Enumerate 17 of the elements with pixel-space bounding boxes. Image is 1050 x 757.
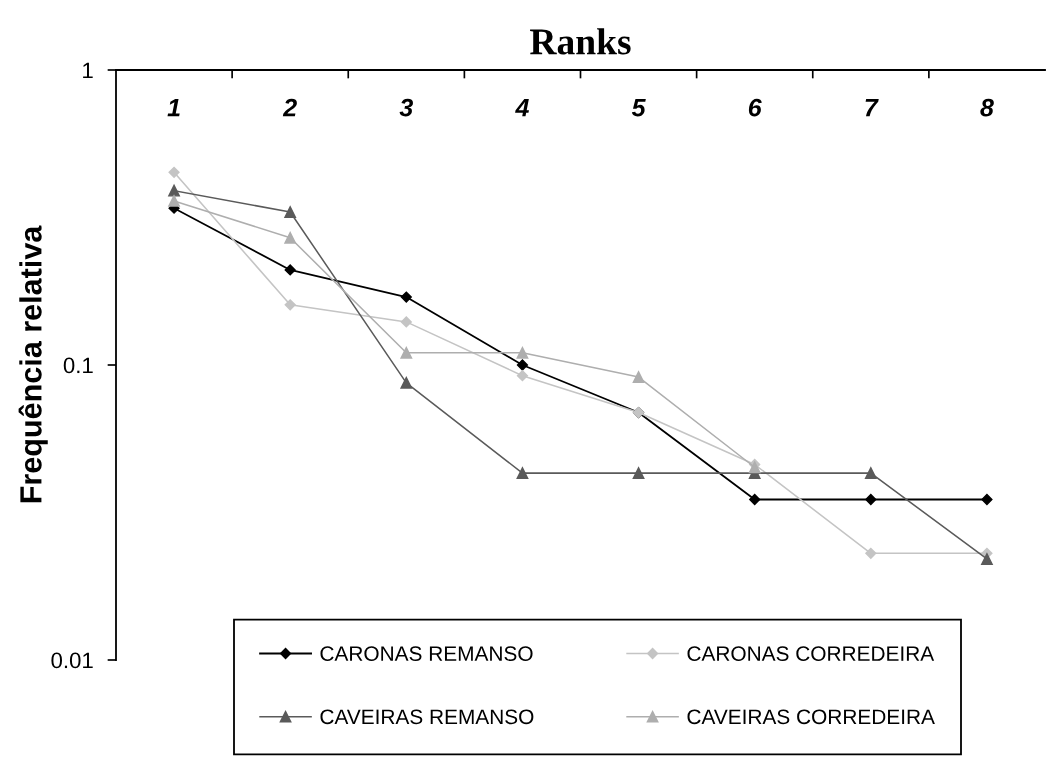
legend-label: CARONAS CORREDEIRA <box>687 646 935 662</box>
y-axis-title: Frequência relativa <box>18 225 48 503</box>
y-tick-label: 0.01 <box>51 652 93 669</box>
legend-label: CARONAS REMANSO <box>320 646 533 662</box>
legend-label: CAVEIRAS REMANSO <box>320 709 534 725</box>
x-tick-label: 1 <box>167 99 180 117</box>
y-tick-label: 0.1 <box>63 357 93 374</box>
x-tick-label: 3 <box>399 98 413 117</box>
y-tick-label: 1 <box>83 62 93 79</box>
x-tick-label: 2 <box>282 98 297 117</box>
legend-label: CAVEIRAS CORREDEIRA <box>687 709 935 725</box>
x-tick-label: 6 <box>748 98 762 117</box>
x-tick-label: 8 <box>980 98 994 117</box>
x-tick-label: 5 <box>631 99 646 117</box>
x-axis-title: Ranks <box>530 28 631 55</box>
x-tick-label: 7 <box>865 99 879 117</box>
x-tick-label: 4 <box>515 99 529 117</box>
